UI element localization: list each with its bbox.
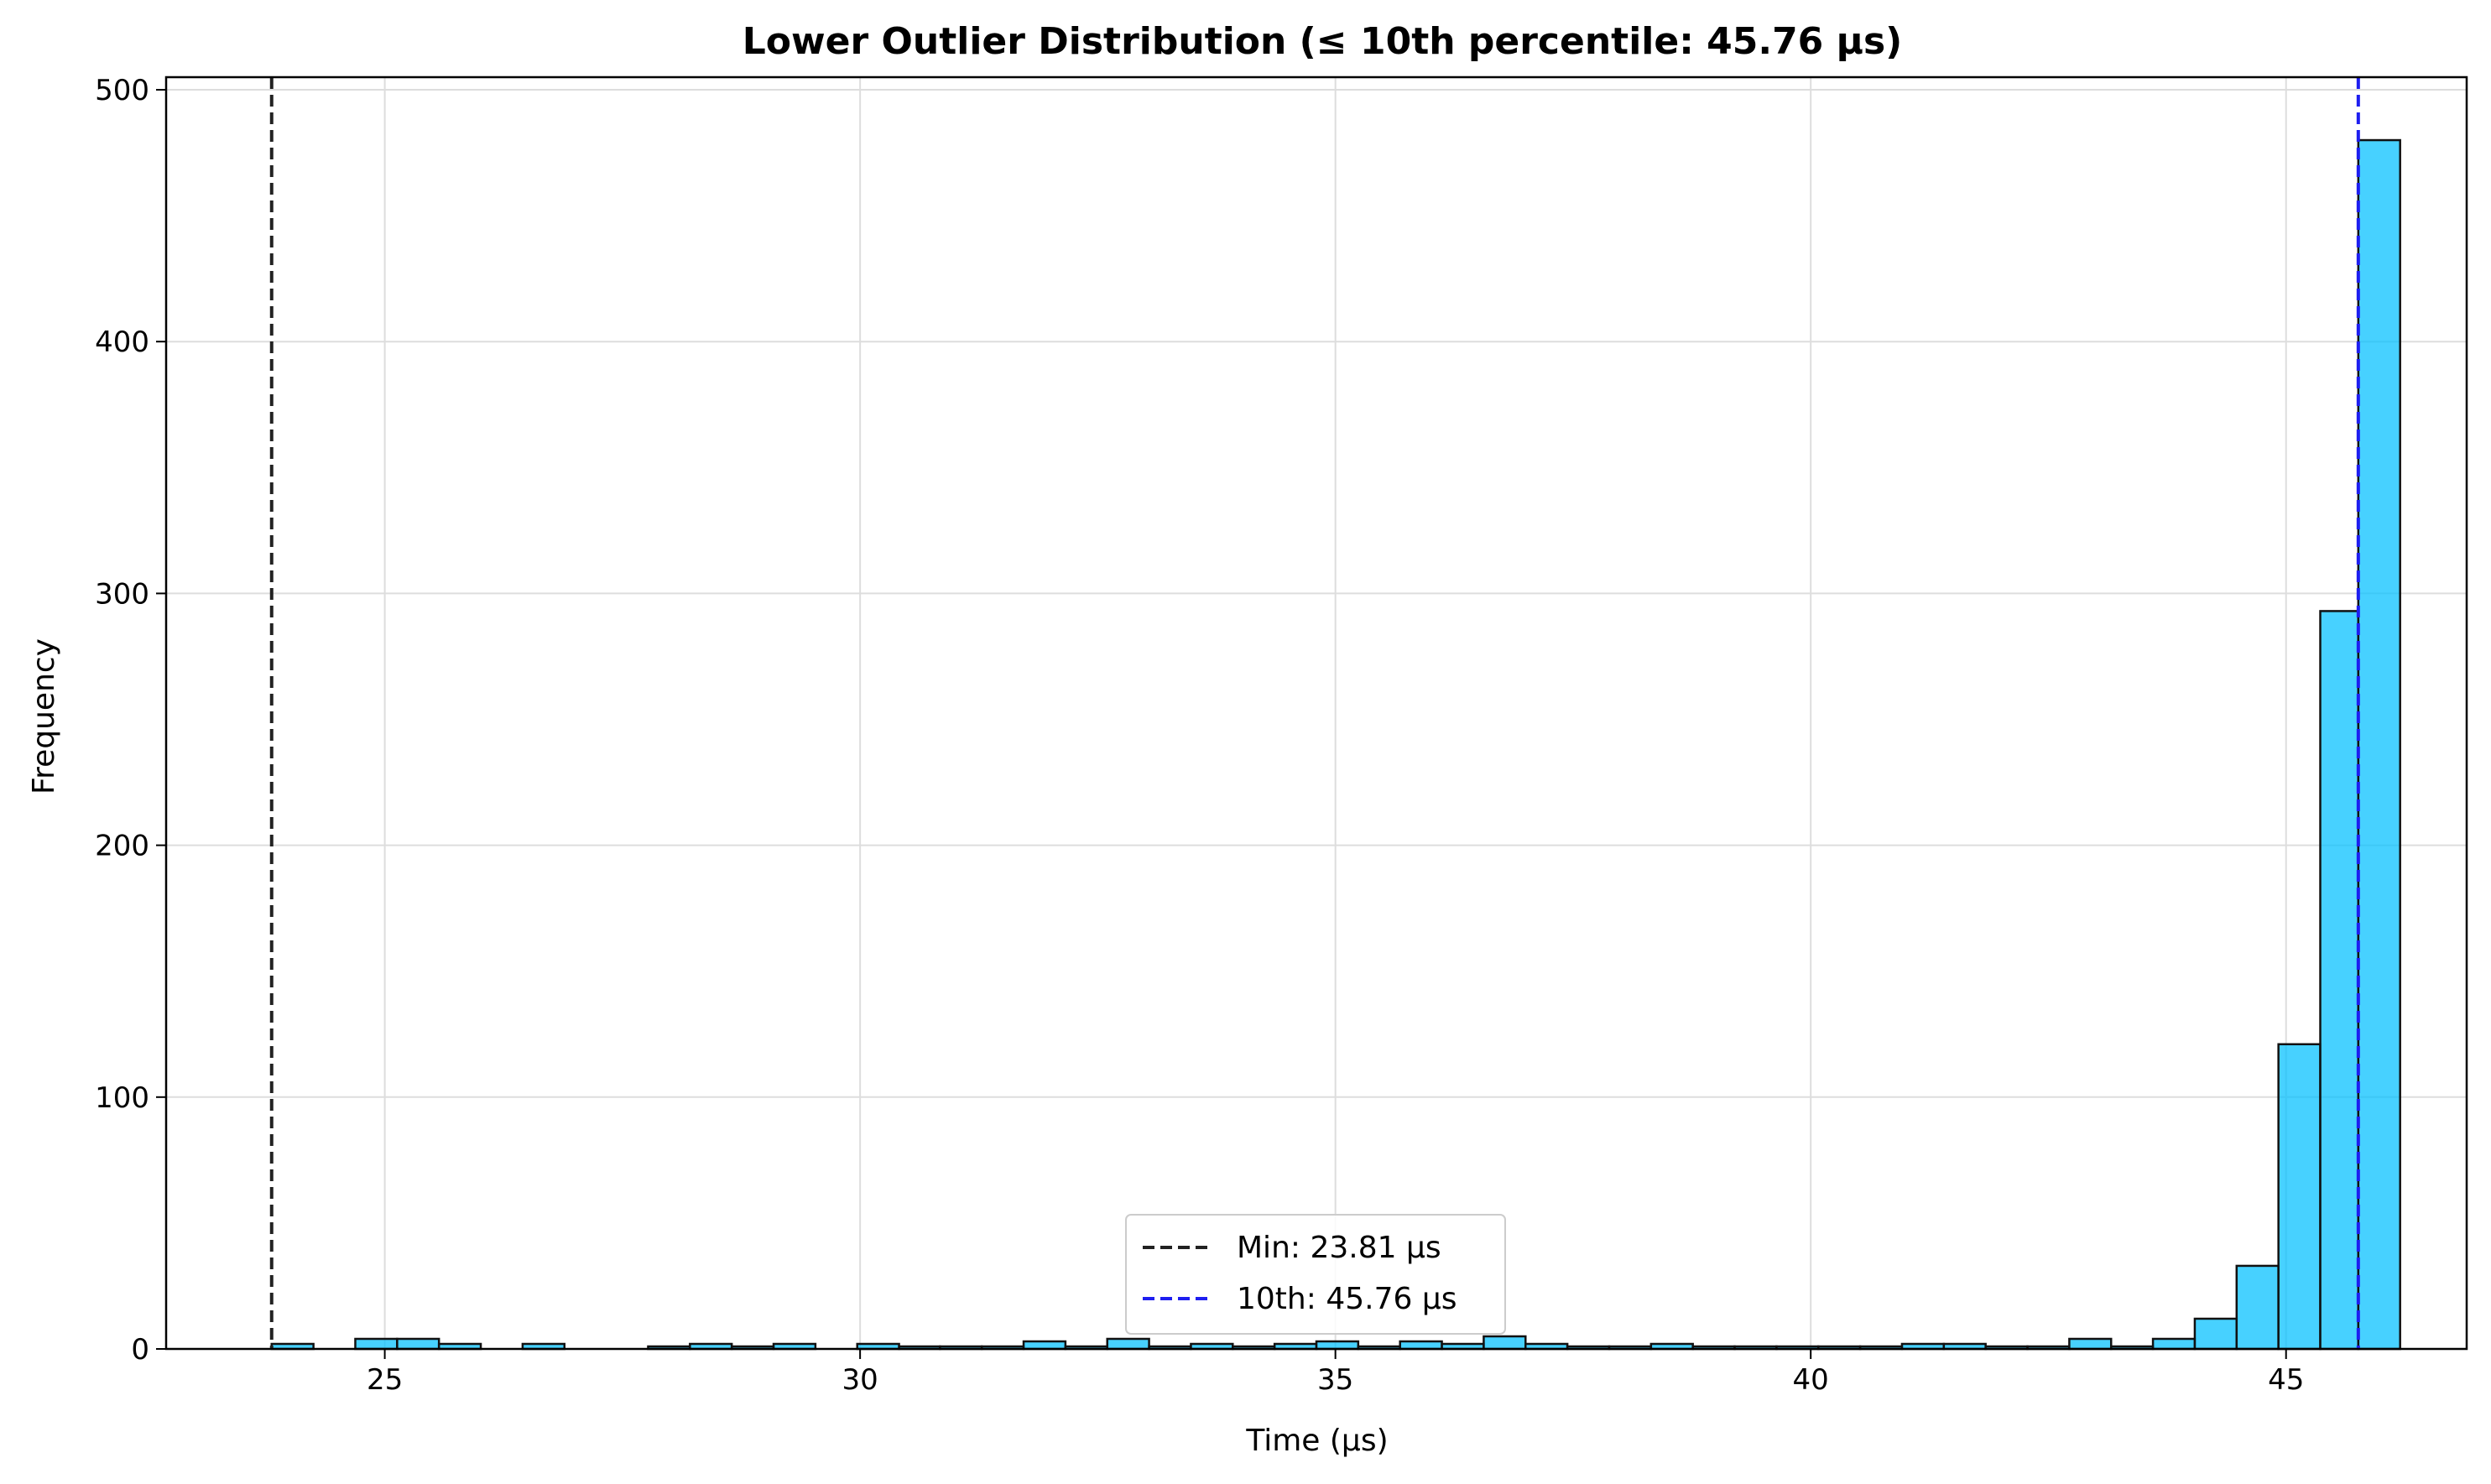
- y-tick-label: 0: [131, 1333, 149, 1367]
- legend-label-min: Min: 23.81 µs: [1237, 1231, 1441, 1265]
- histogram-bar: [354, 1337, 399, 1351]
- y-axis-label: Frequency: [27, 638, 61, 794]
- histogram-bar: [1106, 1337, 1150, 1351]
- legend-box: [1125, 1214, 1506, 1335]
- histogram-bar: [2068, 1337, 2113, 1351]
- histogram-bars: [270, 138, 2401, 1351]
- y-tick-label: 200: [95, 830, 149, 863]
- x-tick-label: 30: [842, 1363, 878, 1397]
- x-tick-label: 35: [1317, 1363, 1353, 1397]
- histogram-bar: [2357, 138, 2401, 1351]
- y-tick-label: 300: [95, 577, 149, 611]
- histogram-bar: [2277, 1043, 2322, 1351]
- x-tick-label: 40: [1793, 1363, 1829, 1397]
- histogram-bar: [2193, 1317, 2238, 1351]
- x-tick-label: 45: [2268, 1363, 2304, 1397]
- histogram-bar: [396, 1337, 440, 1351]
- y-tick-label: 500: [95, 74, 149, 107]
- histogram-bar: [1315, 1340, 1360, 1351]
- histogram-bar: [1483, 1335, 1527, 1351]
- chart-title: Lower Outlier Distribution (≤ 10th perce…: [743, 20, 1903, 63]
- x-axis-ticks: 25 30 35 40 45: [367, 1349, 2304, 1397]
- histogram-bar: [1399, 1340, 1443, 1351]
- plot-frame: [164, 76, 2468, 1351]
- legend-label-10th: 10th: 45.76 µs: [1237, 1282, 1457, 1316]
- histogram-bar: [2319, 610, 2360, 1351]
- reference-lines: [269, 77, 2360, 1349]
- y-axis-ticks: 0 100 200 300 400 500: [95, 74, 166, 1367]
- histogram-bar: [1022, 1340, 1067, 1351]
- histogram-bar: [2151, 1337, 2197, 1351]
- x-tick-label: 25: [367, 1363, 403, 1397]
- grid-lines: [166, 77, 2467, 1350]
- y-tick-label: 400: [95, 325, 149, 359]
- x-axis-label: Time (µs): [1245, 1424, 1388, 1458]
- legend: Min: 23.81 µs 10th: 45.76 µs: [1125, 1214, 1506, 1335]
- histogram-bar: [2235, 1264, 2280, 1351]
- y-tick-label: 100: [95, 1081, 149, 1115]
